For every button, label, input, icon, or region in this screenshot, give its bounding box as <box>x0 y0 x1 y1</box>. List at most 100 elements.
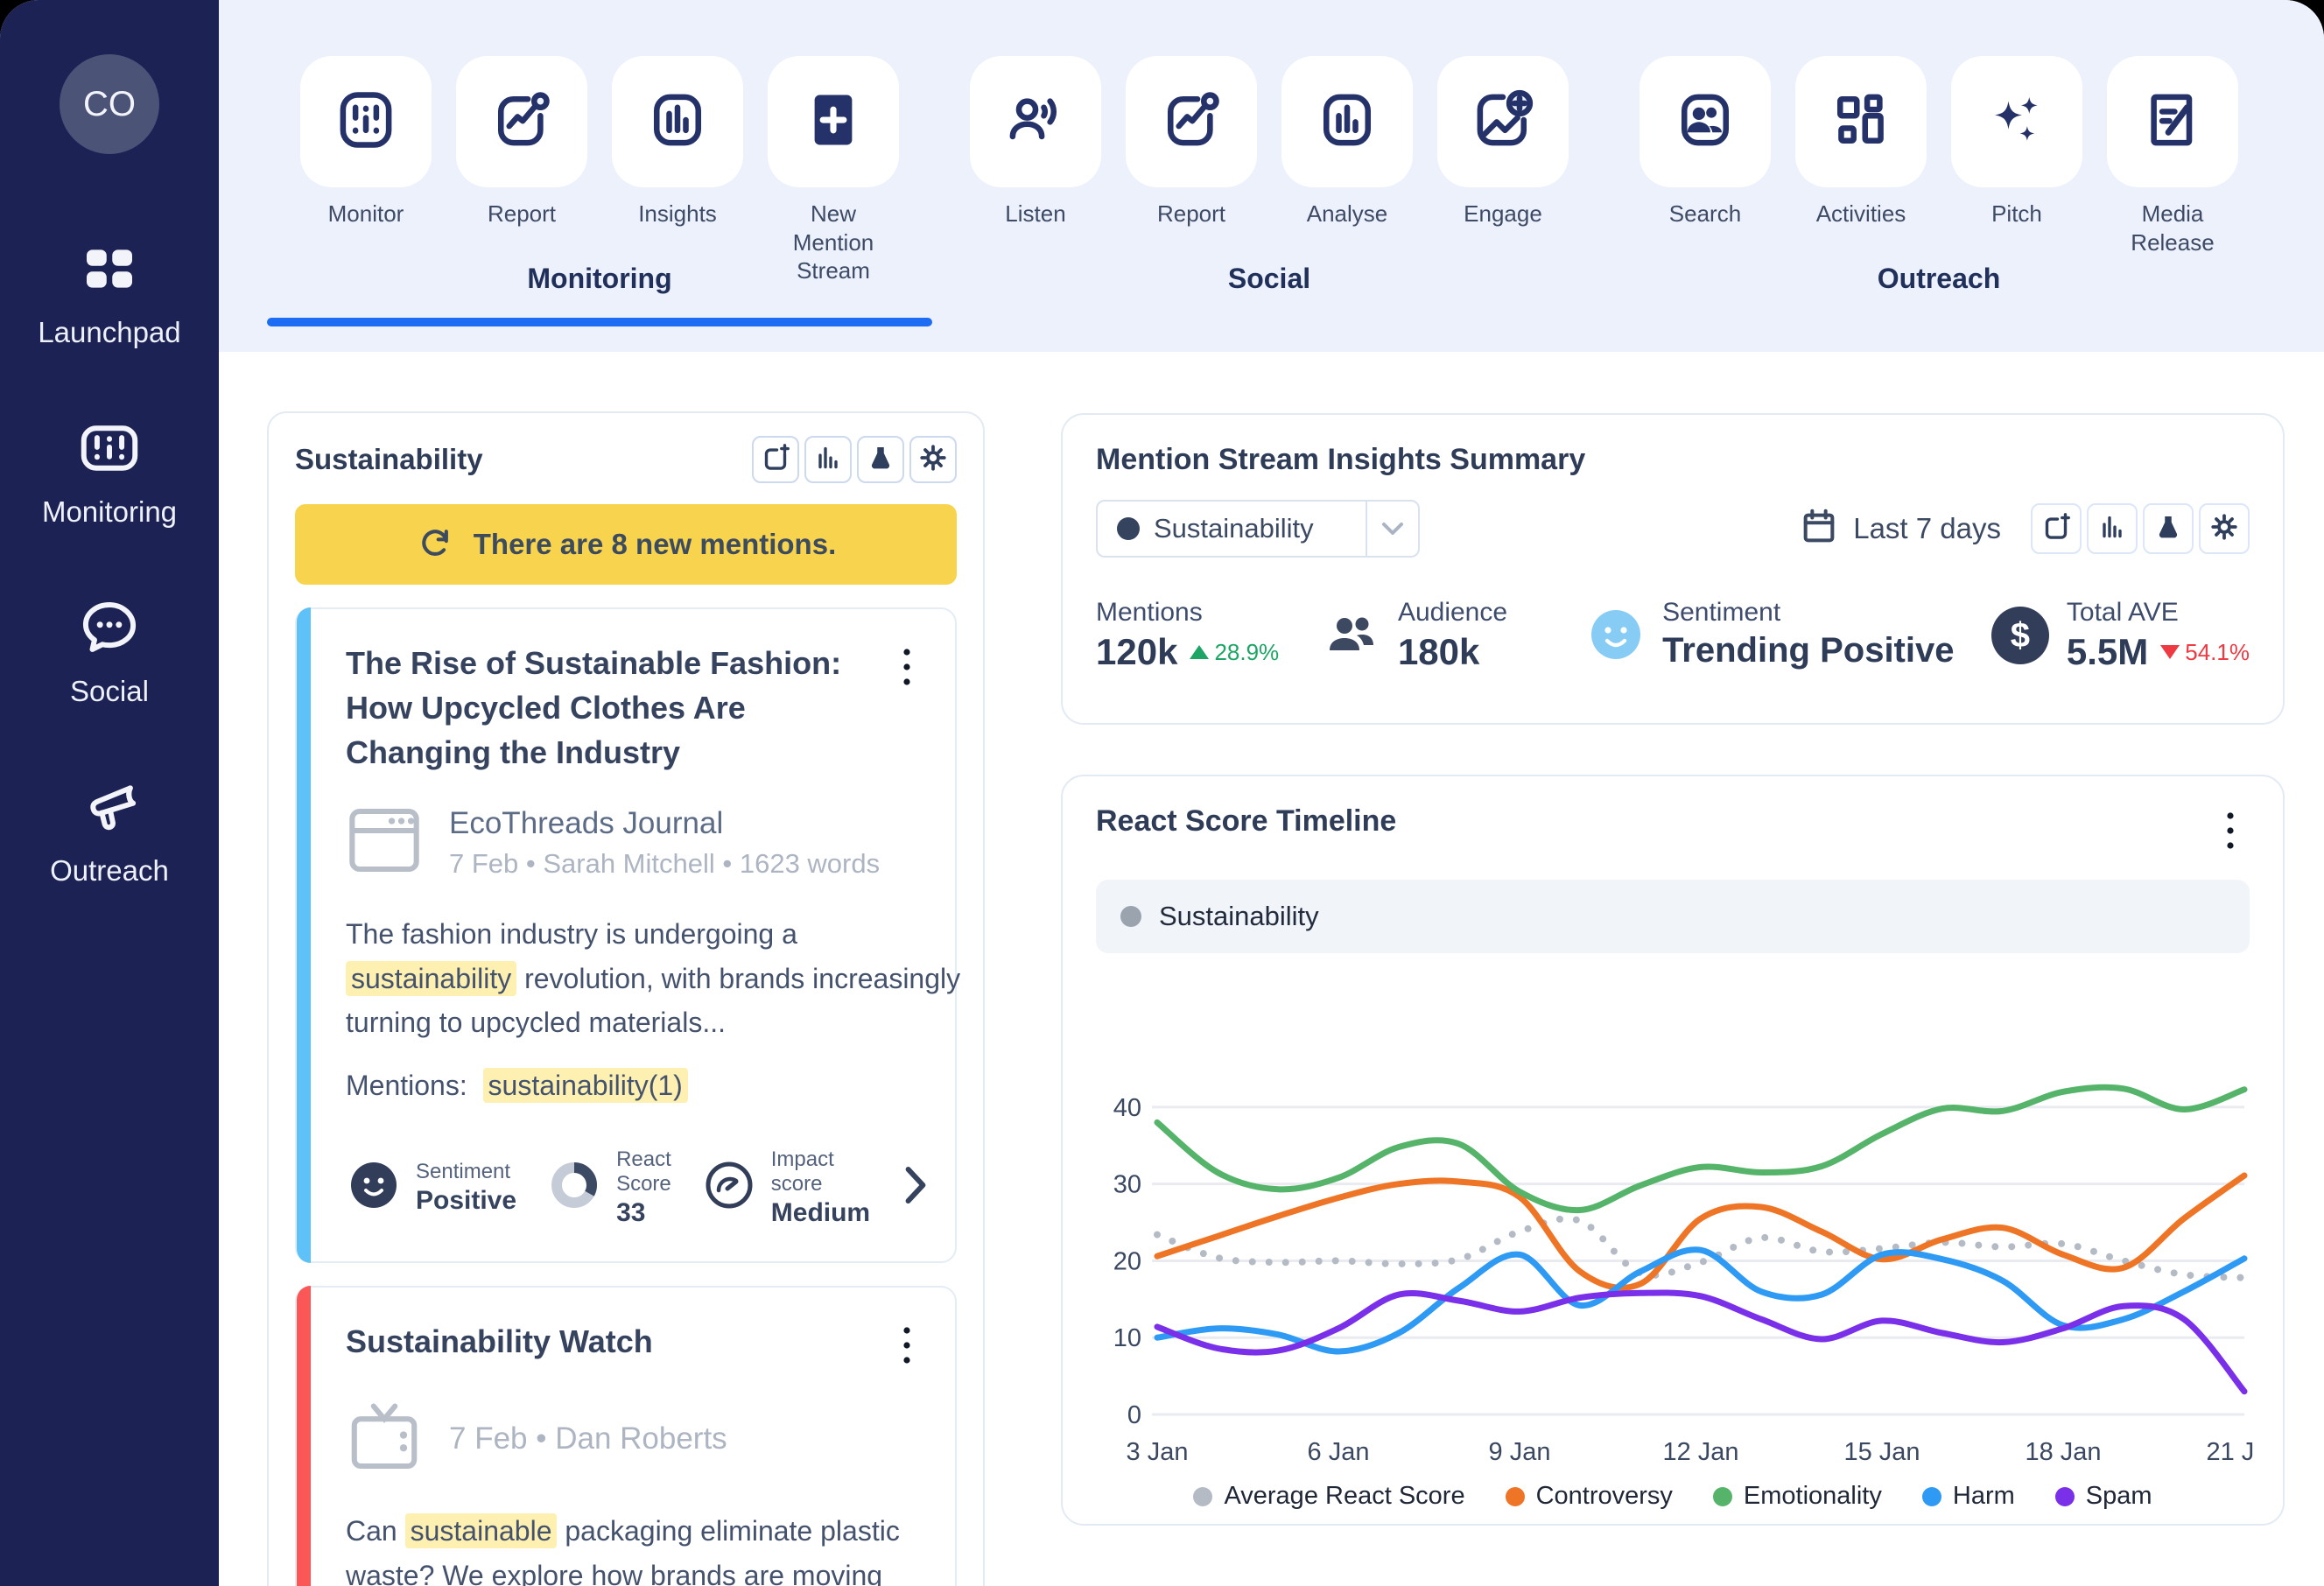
sidebar-item-label: Outreach <box>50 854 169 887</box>
more-options-button[interactable] <box>2211 804 2250 857</box>
banner-text: There are 8 new mentions. <box>473 528 837 560</box>
delta-up: 28.9% <box>1190 639 1279 666</box>
refresh-icon <box>416 523 454 566</box>
highlighted-keyword: sustainability <box>346 960 517 996</box>
sidebar-item-outreach[interactable]: Outreach <box>50 773 169 888</box>
new-mentions-banner[interactable]: There are 8 new mentions. <box>295 504 957 585</box>
mention-title: The Rise of Sustainable Fashion: How Upc… <box>346 645 842 771</box>
sidebar-item-label: Launchpad <box>38 316 181 348</box>
calendar-icon <box>1799 507 1839 551</box>
mention-card[interactable]: Sustainability Watch 7 Feb • Dan Roberts… <box>295 1285 957 1586</box>
tool-listen[interactable]: Listen <box>970 56 1101 257</box>
mentions-line: Mentions: sustainability(1) <box>346 1067 925 1103</box>
mention-card[interactable]: The Rise of Sustainable Fashion: How Upc… <box>295 607 960 1263</box>
sidebar-item-launchpad[interactable]: Launchpad <box>38 235 181 349</box>
tv-source-icon <box>346 1401 423 1477</box>
legend-item[interactable]: Spam <box>2054 1482 2152 1511</box>
svg-text:10: 10 <box>1113 1324 1141 1352</box>
dashboard-icon <box>1828 87 1894 158</box>
filter-button[interactable] <box>857 436 904 483</box>
tool-label: Engage <box>1464 200 1542 227</box>
svg-text:18 Jan: 18 Jan <box>2025 1438 2101 1466</box>
sentiment-smiley-icon <box>346 1157 402 1218</box>
metric-sentiment: Sentiment Trending Positive <box>1587 598 1991 670</box>
analyse-icon <box>1314 87 1380 158</box>
avatar[interactable]: CO <box>60 54 159 154</box>
sidebar-item-monitoring[interactable]: Monitoring <box>42 414 177 529</box>
legend-item[interactable]: Controversy <box>1505 1482 1673 1511</box>
tool-engage[interactable]: Engage <box>1437 56 1569 257</box>
tool-monitor[interactable]: Monitor <box>300 56 432 257</box>
tool-media-release[interactable]: Media Release <box>2107 56 2238 257</box>
delta-down: 54.1% <box>2160 639 2250 666</box>
tool-activities[interactable]: Activities <box>1795 56 1927 257</box>
legend-item[interactable]: Emotionality <box>1712 1482 1882 1511</box>
tool-analyse[interactable]: Analyse <box>1281 56 1413 257</box>
svg-text:20: 20 <box>1113 1247 1141 1275</box>
tab-outreach[interactable]: Outreach <box>1877 263 2001 294</box>
monitor-icon <box>333 87 399 158</box>
tool-insights[interactable]: Insights <box>612 56 743 257</box>
mention-accent-bar <box>297 1285 311 1586</box>
tool-pitch[interactable]: Pitch <box>1951 56 2082 257</box>
tool-report[interactable]: Report <box>456 56 587 257</box>
megaphone-icon <box>75 773 144 846</box>
chevron-down-icon <box>1367 502 1418 556</box>
sidebar-item-social[interactable]: Social <box>70 593 149 708</box>
more-options-button[interactable] <box>888 641 925 693</box>
report-icon <box>488 87 555 158</box>
more-options-button[interactable] <box>888 1319 925 1372</box>
settings-button[interactable] <box>2199 503 2250 554</box>
tool-search[interactable]: Search <box>1639 56 1771 257</box>
down-arrow-icon <box>2160 645 2180 659</box>
launchpad-icon <box>75 235 144 307</box>
legend-item[interactable]: Harm <box>1921 1482 2015 1511</box>
tool-label: Listen <box>1005 200 1066 227</box>
svg-text:21 Jan: 21 Jan <box>2206 1438 2253 1466</box>
legend-dot <box>1921 1486 1941 1506</box>
open-mention-chevron[interactable] <box>900 1164 931 1211</box>
sidebar-nav: Launchpad Monitoring Social Outreach <box>38 235 181 888</box>
react-score-chart: 0 10 20 30 40 3 Jan 6 Jan 9 Jan 12 Jan 15 Jan 18 J… <box>1096 972 2283 1480</box>
stream-select-dropdown[interactable]: Sustainability <box>1096 500 1420 558</box>
tab-monitoring[interactable]: Monitoring <box>527 263 672 294</box>
stream-filter-chip[interactable]: Sustainability <box>1096 880 2250 953</box>
tool-label: Media Release <box>2131 200 2215 256</box>
chart-view-button[interactable] <box>804 436 852 483</box>
export-button[interactable] <box>2031 503 2082 554</box>
flask-icon <box>2152 511 2184 547</box>
svg-text:30: 30 <box>1113 1171 1141 1199</box>
svg-text:3 Jan: 3 Jan <box>1127 1438 1189 1466</box>
date-range-picker[interactable]: Last 7 days <box>1799 507 2001 551</box>
date-range-value: Last 7 days <box>1853 512 2001 544</box>
toolbar-group-social: Listen Report Analyse <box>967 56 1571 326</box>
mention-title: Sustainability Watch <box>346 1323 653 1359</box>
legend-dot <box>1505 1486 1525 1506</box>
tab-social[interactable]: Social <box>1227 263 1311 294</box>
active-tab-underline <box>267 318 932 326</box>
tool-new-mention-stream[interactable]: New Mention Stream <box>768 56 899 284</box>
listen-icon <box>1002 87 1069 158</box>
highlighted-keyword: sustainable <box>404 1512 558 1548</box>
export-icon <box>760 442 791 478</box>
tool-label: Insights <box>638 200 717 227</box>
svg-text:9 Jan: 9 Jan <box>1489 1438 1551 1466</box>
svg-text:15 Jan: 15 Jan <box>1843 1438 1920 1466</box>
tool-label: New Mention Stream <box>792 200 874 284</box>
chart-view-button[interactable] <box>2087 503 2138 554</box>
export-button[interactable] <box>752 436 799 483</box>
mention-keyword-tag[interactable]: sustainability(1) <box>482 1067 688 1103</box>
legend-item[interactable]: Average React Score <box>1193 1482 1465 1511</box>
timeline-title: React Score Timeline <box>1096 804 1397 838</box>
svg-text:40: 40 <box>1113 1094 1141 1122</box>
settings-button[interactable] <box>909 436 957 483</box>
tool-report-social[interactable]: Report <box>1126 56 1257 257</box>
filter-button[interactable] <box>2143 503 2194 554</box>
smiley-icon <box>1587 606 1645 663</box>
gear-icon <box>917 442 949 478</box>
engage-icon <box>1470 87 1536 158</box>
svg-text:6 Jan: 6 Jan <box>1308 1438 1370 1466</box>
tool-label: Search <box>1668 200 1742 227</box>
insights-summary-panel: Mention Stream Insights Summary Sustaina… <box>1061 413 2285 725</box>
